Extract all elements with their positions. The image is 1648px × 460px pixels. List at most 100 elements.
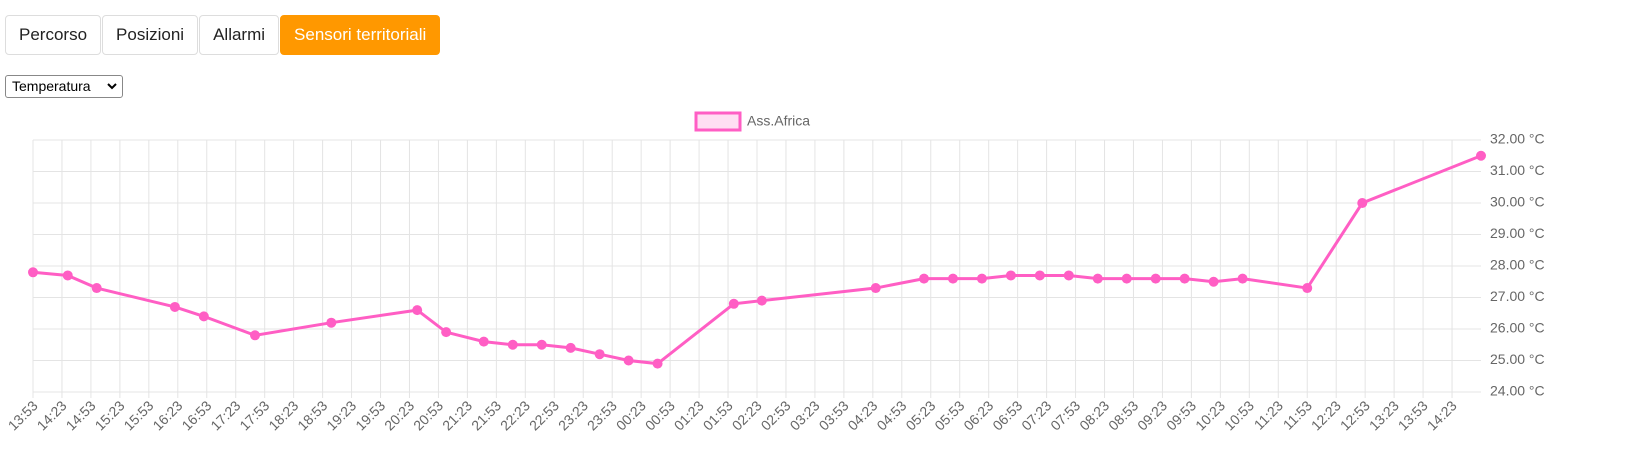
point [728, 298, 739, 309]
point [1092, 273, 1103, 284]
point [441, 327, 452, 338]
point [169, 301, 180, 312]
x-tick-label: 12:53 [1337, 397, 1373, 433]
y-tick-label: 28.00 °C [1490, 257, 1545, 273]
point [594, 349, 605, 360]
y-tick-label: 27.00 °C [1490, 288, 1545, 304]
x-tick-label: 00:53 [642, 397, 678, 433]
y-tick-label: 29.00 °C [1490, 225, 1545, 241]
x-tick-label: 13:53 [1395, 397, 1431, 433]
point [478, 336, 489, 347]
x-tick-label: 10:53 [1221, 397, 1257, 433]
x-tick-label: 13:53 [5, 397, 41, 433]
point [28, 267, 38, 278]
point [947, 273, 958, 284]
point [1121, 273, 1132, 284]
y-tick-label: 30.00 °C [1490, 194, 1545, 210]
y-tick-label: 31.00 °C [1490, 162, 1545, 178]
x-tick-label: 23:23 [555, 397, 591, 433]
point [198, 311, 209, 322]
x-tick-label: 19:53 [352, 397, 388, 433]
dropdown[interactable]: Temperatura [5, 75, 123, 98]
point [623, 355, 634, 366]
tab[interactable]: Percorso [5, 15, 102, 55]
x-tick-label: 08:23 [1076, 397, 1112, 433]
point [1208, 276, 1219, 287]
x-tick-label: 21:53 [468, 397, 504, 433]
point [1063, 270, 1074, 281]
point [1357, 198, 1368, 208]
x-tick-label: 22:53 [526, 397, 562, 433]
legend-swatch [694, 111, 742, 132]
x-tick-label: 03:23 [787, 397, 823, 433]
x-tick-label: 02:53 [758, 397, 794, 433]
point [919, 273, 930, 284]
x-tick-label: 14:53 [63, 397, 99, 433]
x-tick-label: 16:23 [149, 397, 185, 433]
point [1237, 273, 1248, 284]
x-tick-label: 17:53 [236, 397, 272, 433]
x-tick-label: 00:23 [613, 397, 649, 433]
y-tick-label: 32.00 °C [1490, 131, 1545, 147]
x-tick-label: 18:23 [265, 397, 301, 433]
x-tick-label: 20:23 [381, 397, 417, 433]
y-tick-label: 25.00 °C [1490, 351, 1545, 367]
x-tick-label: 01:53 [700, 397, 736, 433]
x-tick-label: 10:23 [1192, 397, 1228, 433]
point [756, 295, 767, 306]
y-tick-label: 24.00 °C [1490, 383, 1545, 399]
x-tick-label: 11:53 [1280, 397, 1316, 433]
x-tick-label: 04:53 [873, 397, 909, 433]
point [1034, 270, 1045, 281]
line [32, 154, 1482, 366]
x-tick-label: 17:23 [207, 397, 243, 433]
x-tick-label: 05:23 [902, 397, 938, 433]
x-tick-label: 07:23 [1018, 397, 1054, 433]
x-tick-label: 09:53 [1163, 397, 1199, 433]
point [1150, 273, 1161, 284]
point [91, 283, 102, 294]
x-tick-label: 14:23 [1424, 397, 1460, 433]
point [565, 342, 576, 353]
x-tick-label: 03:53 [816, 397, 852, 433]
point [536, 339, 547, 350]
point [976, 273, 987, 284]
x-tick-label: 14:23 [34, 397, 70, 433]
x-tick-label: 02:23 [729, 397, 765, 433]
tab[interactable]: Posizioni [102, 15, 199, 55]
x-tick-label: 23:53 [584, 397, 620, 433]
point [62, 270, 73, 281]
point [326, 317, 337, 328]
tab-active[interactable]: Sensori territoriali [280, 15, 441, 55]
point [1476, 150, 1486, 161]
x-tick-label: 18:53 [294, 397, 330, 433]
point [507, 339, 518, 350]
point [1005, 270, 1016, 281]
x-tick-label: 06:23 [960, 397, 996, 433]
x-tick-label: 12:23 [1308, 397, 1344, 433]
x-tick-label: 01:23 [671, 397, 707, 433]
point [412, 305, 423, 316]
tab[interactable]: Allarmi [199, 15, 280, 55]
x-tick-label: 08:53 [1105, 397, 1141, 433]
point [870, 283, 881, 294]
x-tick-label: 06:53 [989, 397, 1025, 433]
dropdown-arrow [107, 83, 117, 90]
dropdown-value: Temperatura [12, 78, 91, 94]
x-tick-label: 20:53 [410, 397, 446, 433]
point [1179, 273, 1190, 284]
point [1302, 283, 1313, 294]
x-tick-label: 11:23 [1251, 397, 1287, 433]
point [652, 358, 663, 369]
legend-label: Ass.Africa [747, 113, 810, 129]
x-tick-label: 05:53 [931, 397, 967, 433]
x-tick-label: 15:23 [92, 397, 128, 433]
x-tick-label: 09:23 [1134, 397, 1170, 433]
x-tick-label: 13:23 [1366, 397, 1402, 433]
x-tick-label: 15:53 [120, 397, 156, 433]
tab-bar: Percorso Posizioni Allarmi Sensori terri… [5, 15, 441, 55]
x-tick-label: 04:23 [844, 397, 880, 433]
x-tick-label: 19:23 [323, 397, 359, 433]
